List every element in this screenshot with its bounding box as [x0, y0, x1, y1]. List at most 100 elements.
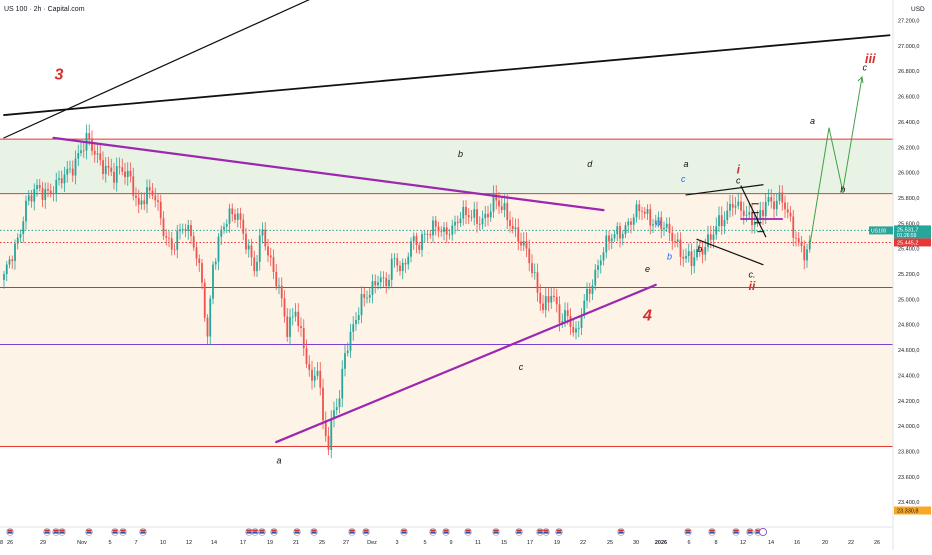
- price-tick-label: 25.400,0: [898, 247, 919, 253]
- price-tick-label: 23.400,0: [898, 500, 919, 506]
- wave-label: ii: [749, 279, 756, 293]
- currency-label: USD: [911, 6, 925, 13]
- candle-body: [806, 249, 808, 261]
- candle-body: [630, 221, 632, 225]
- candle-body: [36, 184, 38, 190]
- time-tick-label: 25: [607, 540, 613, 546]
- candle-body: [113, 171, 115, 183]
- price-axis[interactable]: 23.400,0 23.600,0 23.800,0 24.000,0 24.200,0…: [898, 19, 919, 507]
- candle-body: [778, 192, 781, 201]
- wave-label: a: [683, 159, 688, 169]
- flag-stripe-icon: [747, 532, 753, 534]
- candle-body: [503, 203, 506, 211]
- price-tick-label: 23.800,0: [898, 449, 919, 455]
- candle-body: [195, 247, 198, 259]
- time-tick-label: 7: [134, 540, 137, 546]
- candle-body: [795, 237, 797, 239]
- flag-stripe-icon: [7, 529, 13, 532]
- time-tick-label: 8: [714, 540, 717, 546]
- price-tick-label: 25.800,0: [898, 196, 919, 202]
- flag-stripe-icon: [443, 529, 449, 532]
- candle-body: [652, 224, 654, 226]
- candle-body: [564, 310, 566, 322]
- candle-body: [305, 348, 308, 365]
- candle-body: [553, 295, 555, 298]
- time-tick-label: 5: [423, 540, 426, 546]
- candle-body: [561, 321, 564, 323]
- flag-stripe-icon: [86, 532, 92, 534]
- candle-body: [492, 193, 495, 212]
- candle-body: [173, 249, 176, 251]
- economic-events-row[interactable]: [6, 527, 768, 537]
- time-tick-label: 19: [554, 540, 560, 546]
- candle-body: [118, 166, 121, 168]
- event-more-icon[interactable]: [758, 527, 768, 537]
- candle-body: [467, 215, 470, 218]
- candle-body: [55, 179, 58, 194]
- flag-stripe-icon: [430, 529, 436, 532]
- candle-body: [660, 217, 663, 230]
- candle-body: [506, 203, 509, 221]
- candle-body: [192, 236, 195, 248]
- price-tick-label: 26.800,0: [898, 69, 919, 75]
- candle-body: [536, 272, 539, 293]
- symbol-title: US 100 · 2h · Capital.com: [4, 6, 85, 13]
- flag-stripe-icon: [140, 532, 146, 534]
- candle-body: [355, 319, 357, 325]
- candle-body: [157, 200, 159, 202]
- candle-body: [269, 255, 272, 258]
- symbol-tag: [869, 226, 893, 235]
- candle-body: [66, 168, 69, 175]
- candle-body: [58, 178, 60, 180]
- candle-body: [657, 217, 660, 221]
- candle-body: [181, 229, 184, 230]
- candle-body: [500, 206, 503, 211]
- candle-body: [487, 213, 489, 218]
- candle-body: [509, 220, 511, 226]
- price-tick-label: 25.600,0: [898, 221, 919, 227]
- candle-body: [451, 225, 454, 235]
- flag-stripe-icon: [543, 529, 549, 532]
- candle-body: [770, 197, 773, 202]
- candle-body: [52, 193, 55, 195]
- candle-body: [668, 223, 671, 233]
- time-tick-label: 12: [740, 540, 746, 546]
- candle-body: [522, 241, 525, 246]
- candle-body: [454, 221, 456, 226]
- candle-body: [443, 227, 445, 232]
- candle-body: [621, 234, 624, 239]
- candle-body: [135, 195, 137, 198]
- candle-body: [267, 246, 269, 256]
- candle-body: [236, 213, 239, 220]
- candle-body: [610, 238, 613, 242]
- candle-body: [121, 167, 124, 172]
- flag-stripe-icon: [140, 529, 146, 532]
- candle-body: [742, 210, 745, 216]
- candle-body: [734, 205, 737, 208]
- candle-body: [514, 227, 517, 230]
- candle-body: [720, 215, 723, 227]
- candle-body: [775, 200, 778, 210]
- candle-body: [542, 303, 544, 311]
- candle-body: [278, 285, 280, 287]
- candle-body: [132, 176, 135, 196]
- flag-stripe-icon: [363, 529, 369, 532]
- candle-body: [129, 170, 132, 177]
- candle-body: [49, 190, 52, 194]
- candle-body: [146, 187, 148, 205]
- candle-body: [165, 236, 168, 238]
- candle-body: [663, 227, 665, 230]
- time-axis[interactable]: 26 29 Nov 5 7 10 12 14 17 19 21 25 27 Dez 3 5 9 11 15 17 19 2…: [0, 540, 880, 546]
- candle-body: [421, 234, 423, 250]
- candle-body: [38, 184, 41, 188]
- candle-body: [245, 233, 247, 250]
- candle-body: [415, 236, 418, 246]
- candle-body: [272, 257, 275, 272]
- candle-body: [360, 294, 363, 316]
- candle-body: [654, 220, 657, 225]
- countdown-value: 01:26:59: [897, 233, 917, 239]
- candle-body: [627, 221, 630, 226]
- candle-body: [377, 282, 379, 286]
